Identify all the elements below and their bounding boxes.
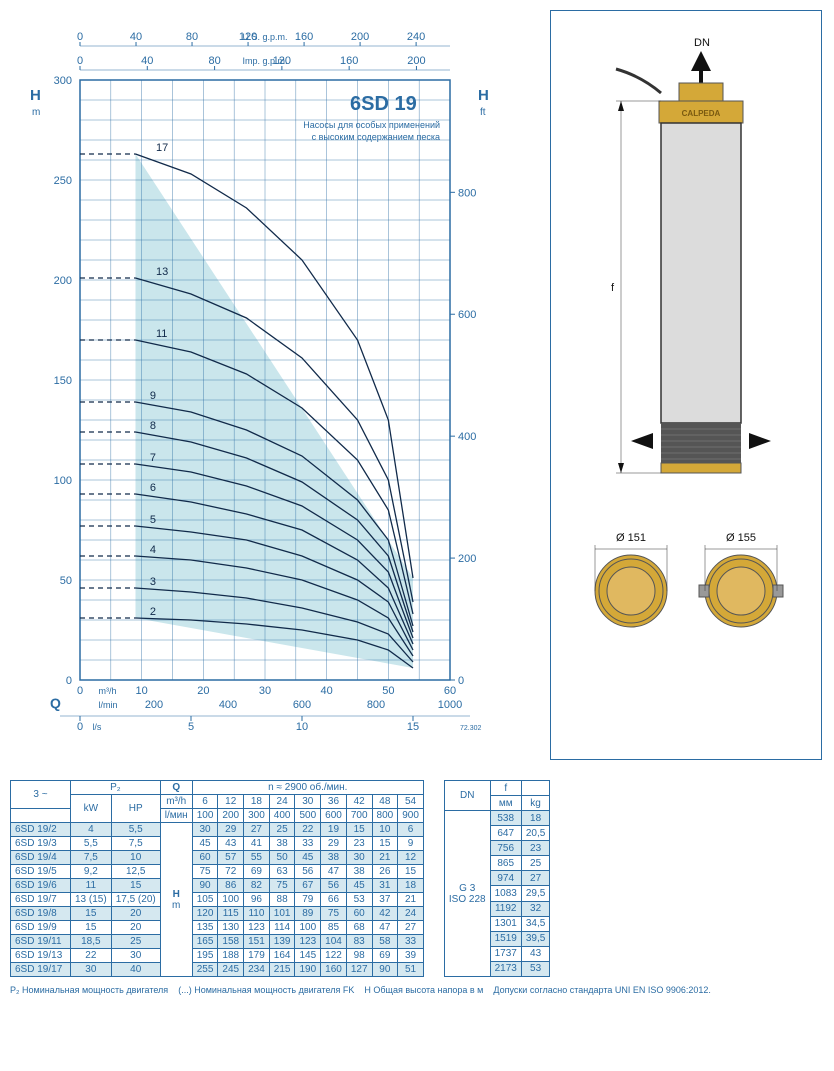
svg-text:U.S. g.p.m.: U.S. g.p.m. <box>242 32 287 42</box>
svg-text:250: 250 <box>54 175 72 187</box>
svg-text:3: 3 <box>150 576 156 588</box>
svg-text:160: 160 <box>295 31 313 43</box>
svg-text:1000: 1000 <box>438 699 462 711</box>
svg-text:300: 300 <box>54 75 72 87</box>
dn-label: DN <box>694 37 710 49</box>
svg-text:240: 240 <box>407 31 425 43</box>
svg-text:6SD 19: 6SD 19 <box>350 93 417 115</box>
svg-text:200: 200 <box>458 553 476 565</box>
dimensions-table: DNfммkgG 3 ISO 2285381864720,57562386525… <box>444 780 550 977</box>
footnotes: P₂ Номинальная мощность двигателя (...) … <box>10 985 824 995</box>
svg-text:40: 40 <box>321 685 333 697</box>
svg-text:m: m <box>32 107 40 118</box>
svg-text:600: 600 <box>458 309 476 321</box>
svg-text:Imp. g.p.m.: Imp. g.p.m. <box>242 56 287 66</box>
svg-text:50: 50 <box>60 575 72 587</box>
svg-text:15: 15 <box>407 721 419 733</box>
svg-text:160: 160 <box>340 55 358 67</box>
svg-text:с высоким содержанием песка: с высоким содержанием песка <box>312 132 440 142</box>
svg-text:200: 200 <box>351 31 369 43</box>
svg-text:9: 9 <box>150 390 156 402</box>
performance-table: 3 ~P₂Qn ≈ 2900 об./мин.kWHPm³/h612182430… <box>10 780 424 977</box>
dia1-label: Ø 151 <box>616 532 646 544</box>
svg-text:Насосы для особых применений: Насосы для особых применений <box>303 120 440 130</box>
svg-text:0: 0 <box>77 721 83 733</box>
svg-text:5: 5 <box>188 721 194 733</box>
svg-text:200: 200 <box>54 275 72 287</box>
svg-text:10: 10 <box>296 721 308 733</box>
svg-text:5: 5 <box>150 514 156 526</box>
svg-text:0: 0 <box>458 675 464 687</box>
svg-text:800: 800 <box>367 699 385 711</box>
svg-text:0: 0 <box>66 675 72 687</box>
svg-text:40: 40 <box>130 31 142 43</box>
svg-text:Q: Q <box>50 695 61 711</box>
svg-text:100: 100 <box>54 475 72 487</box>
svg-text:H: H <box>478 87 489 104</box>
svg-text:11: 11 <box>156 328 167 340</box>
svg-text:H: H <box>30 87 41 104</box>
svg-text:0: 0 <box>77 31 83 43</box>
svg-text:80: 80 <box>208 55 220 67</box>
svg-text:150: 150 <box>54 375 72 387</box>
svg-text:600: 600 <box>293 699 311 711</box>
svg-text:10: 10 <box>136 685 148 697</box>
svg-text:4: 4 <box>150 544 156 556</box>
brand-label: CALPEDA <box>682 109 721 118</box>
svg-text:ft: ft <box>480 107 486 118</box>
svg-text:2: 2 <box>150 606 156 618</box>
svg-text:8: 8 <box>150 420 156 432</box>
svg-text:l/s: l/s <box>92 722 102 732</box>
svg-text:200: 200 <box>145 699 163 711</box>
svg-text:800: 800 <box>458 187 476 199</box>
dia2-label: Ø 155 <box>726 532 756 544</box>
svg-text:20: 20 <box>197 685 209 697</box>
svg-text:50: 50 <box>382 685 394 697</box>
svg-text:30: 30 <box>259 685 271 697</box>
svg-text:200: 200 <box>407 55 425 67</box>
f-label: f <box>611 282 615 294</box>
svg-text:17: 17 <box>156 142 168 154</box>
svg-text:0: 0 <box>77 685 83 697</box>
svg-text:72.302: 72.302 <box>460 725 482 732</box>
svg-text:13: 13 <box>156 266 168 278</box>
svg-text:0: 0 <box>77 55 83 67</box>
svg-text:400: 400 <box>219 699 237 711</box>
svg-text:m³/h: m³/h <box>99 686 117 696</box>
svg-text:7: 7 <box>150 452 156 464</box>
svg-text:400: 400 <box>458 431 476 443</box>
svg-text:80: 80 <box>186 31 198 43</box>
svg-text:60: 60 <box>444 685 456 697</box>
svg-text:l/min: l/min <box>99 700 118 710</box>
svg-text:40: 40 <box>141 55 153 67</box>
svg-text:6: 6 <box>150 482 156 494</box>
performance-chart: 17131198765432Hm050100150200250300Hft020… <box>10 10 530 760</box>
pump-diagram: DN CALPEDA <box>550 10 822 760</box>
